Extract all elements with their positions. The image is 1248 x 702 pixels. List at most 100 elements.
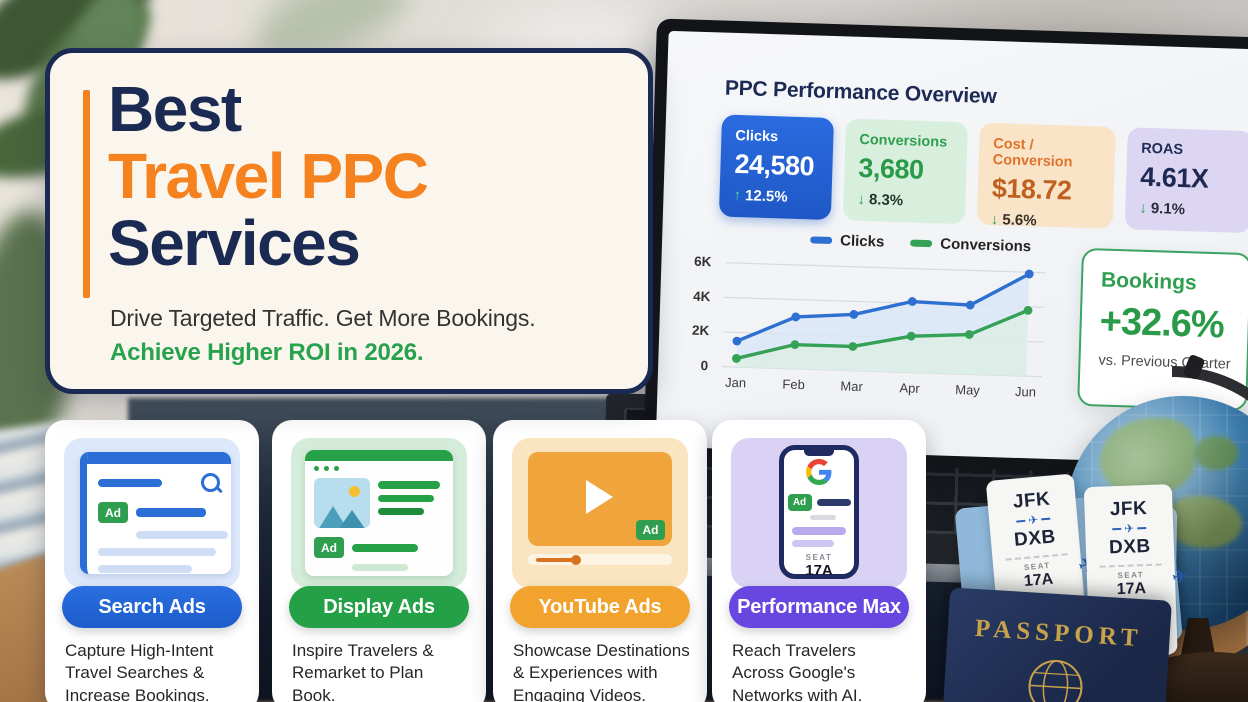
metric-card-conversions: Conversions 3,680 ↓ 8.3% xyxy=(842,118,968,225)
service-description: Reach Travelers Across Google's Networks… xyxy=(732,641,863,702)
metric-delta-value: 9.1% xyxy=(1150,200,1186,219)
metric-value: 4.61X xyxy=(1139,161,1209,194)
passport-title: PASSPORT xyxy=(974,614,1144,653)
search-ads-button[interactable]: Search Ads xyxy=(62,586,242,628)
text-bar xyxy=(98,565,192,573)
route-line xyxy=(1016,519,1026,523)
text-bar xyxy=(98,548,216,556)
arrow-down-icon: ↓ xyxy=(857,190,866,209)
text-bar xyxy=(792,527,846,535)
destination-code: DXB xyxy=(1108,535,1152,559)
performance-max-icon: Ad SEAT 17A xyxy=(731,438,907,588)
service-description: Inspire Travelers & Remarket to Plan Boo… xyxy=(292,641,434,702)
route-line xyxy=(1041,517,1051,521)
plane-icon: ✈ xyxy=(1027,512,1039,528)
chart-y-axis: 0 2K 4K 6K xyxy=(673,251,712,394)
metric-delta: ↓ 8.3% xyxy=(857,191,952,211)
service-card-performance-max: Ad SEAT 17A Performance Max Reach Travel… xyxy=(712,420,926,702)
bookings-value: +32.6% xyxy=(1099,300,1225,347)
plane-icon: ✈ xyxy=(1123,521,1135,536)
bookings-label: Bookings xyxy=(1100,268,1198,295)
x-tick-label: May xyxy=(955,382,981,398)
y-tick-label: 2K xyxy=(691,323,710,339)
y-tick-label: 4K xyxy=(692,288,711,304)
metric-delta-value: 8.3% xyxy=(868,191,904,210)
metric-delta-value: 5.6% xyxy=(1002,211,1037,230)
hero-tagline-highlight: Achieve Higher ROI in 2026. xyxy=(110,339,424,366)
service-card-display-ads: Ad Display Ads Inspire Travelers & Remar… xyxy=(272,420,486,702)
youtube-ads-icon: Ad xyxy=(512,438,688,588)
hero-title-line1: Best xyxy=(108,73,242,145)
performance-max-button[interactable]: Performance Max xyxy=(729,586,909,628)
metric-card-roas: ROAS 4.61X ↓ 9.1% xyxy=(1124,127,1248,234)
search-row xyxy=(98,473,220,492)
video-progress-bar[interactable] xyxy=(528,554,672,565)
ad-badge: Ad xyxy=(636,520,665,540)
seat-label: SEAT xyxy=(805,553,833,562)
text-bar xyxy=(810,515,836,520)
play-icon[interactable] xyxy=(586,480,613,514)
metric-delta: ↓ 9.1% xyxy=(1139,200,1238,220)
service-card-search-ads: Ad Search Ads Capture High-Intent Travel… xyxy=(45,420,259,702)
seat-value: 17A xyxy=(805,562,833,579)
ad-result-row: Ad xyxy=(98,502,220,523)
text-column xyxy=(378,478,440,528)
metric-label: Cost / Conversion xyxy=(992,136,1073,171)
route-line xyxy=(1137,527,1147,530)
laptop-screen: PPC Performance Overview Clicks 24,580 ↑… xyxy=(643,18,1248,478)
passport: PASSPORT xyxy=(942,587,1172,702)
legend-swatch-clicks xyxy=(810,236,833,245)
chart-legend: Clicks Conversions xyxy=(810,231,1031,255)
origin-code: JFK xyxy=(1109,497,1148,521)
query-bar xyxy=(98,478,162,487)
legend-swatch-conversions xyxy=(910,239,933,248)
x-tick-label: Jan xyxy=(725,375,746,391)
text-bar xyxy=(378,495,434,502)
headline-bar xyxy=(352,543,418,552)
text-bar xyxy=(378,481,440,489)
youtube-ads-button[interactable]: YouTube Ads xyxy=(510,586,690,628)
progress-handle[interactable] xyxy=(571,554,581,565)
hero-tagline: Drive Targeted Traffic. Get More Booking… xyxy=(110,305,536,331)
mockup-header-bar xyxy=(87,452,231,464)
x-tick-label: Jun xyxy=(1015,384,1036,400)
metric-value: $18.72 xyxy=(991,173,1072,206)
legend-item-conversions[interactable]: Conversions xyxy=(910,235,1032,256)
metric-label: Clicks xyxy=(735,127,779,146)
route-line xyxy=(1112,527,1122,531)
mockup-body xyxy=(305,471,453,528)
display-ads-icon: Ad xyxy=(291,438,467,588)
dashboard-title: PPC Performance Overview xyxy=(724,76,997,109)
text-bar xyxy=(352,564,408,571)
arrow-down-icon: ↓ xyxy=(1139,199,1148,217)
google-logo-icon xyxy=(806,459,832,485)
legend-label: Conversions xyxy=(940,235,1032,256)
ad-row: Ad xyxy=(305,528,453,558)
metric-value: 24,580 xyxy=(734,148,815,182)
metric-card-cost-per-conversion: Cost / Conversion $18.72 ↓ 5.6% xyxy=(976,122,1116,230)
x-tick-label: Mar xyxy=(840,378,864,394)
performance-line-chart: Jan Feb Mar Apr May Jun xyxy=(722,262,1046,400)
search-result-mockup: Ad xyxy=(80,452,231,574)
search-icon xyxy=(201,473,220,492)
legend-label: Clicks xyxy=(839,232,885,251)
arrow-down-icon: ↓ xyxy=(990,211,999,229)
text-bar xyxy=(792,540,834,547)
mockup-body: Ad xyxy=(87,464,231,574)
search-ads-icon: Ad xyxy=(64,438,240,588)
metric-card-clicks: Clicks 24,580 ↑ 12.5% xyxy=(718,114,835,220)
display-ads-button[interactable]: Display Ads xyxy=(289,586,469,628)
headline-bar xyxy=(816,499,851,506)
metric-delta-value: 12.5% xyxy=(744,187,788,206)
service-card-youtube-ads: Ad YouTube Ads Showcase Destinations & E… xyxy=(493,420,707,702)
hero-title-line3: Services xyxy=(108,207,361,279)
perforation-line xyxy=(1099,563,1162,568)
legend-item-clicks[interactable]: Clicks xyxy=(810,231,885,251)
mountain-icon xyxy=(338,510,366,528)
metric-label: Conversions xyxy=(859,131,948,151)
passport-emblem-icon xyxy=(1028,659,1083,702)
ad-row: Ad xyxy=(784,494,854,511)
sun-icon xyxy=(349,486,360,497)
dashboard: PPC Performance Overview Clicks 24,580 ↑… xyxy=(655,30,1248,466)
hero-title-line2: Travel PPC xyxy=(108,140,429,212)
